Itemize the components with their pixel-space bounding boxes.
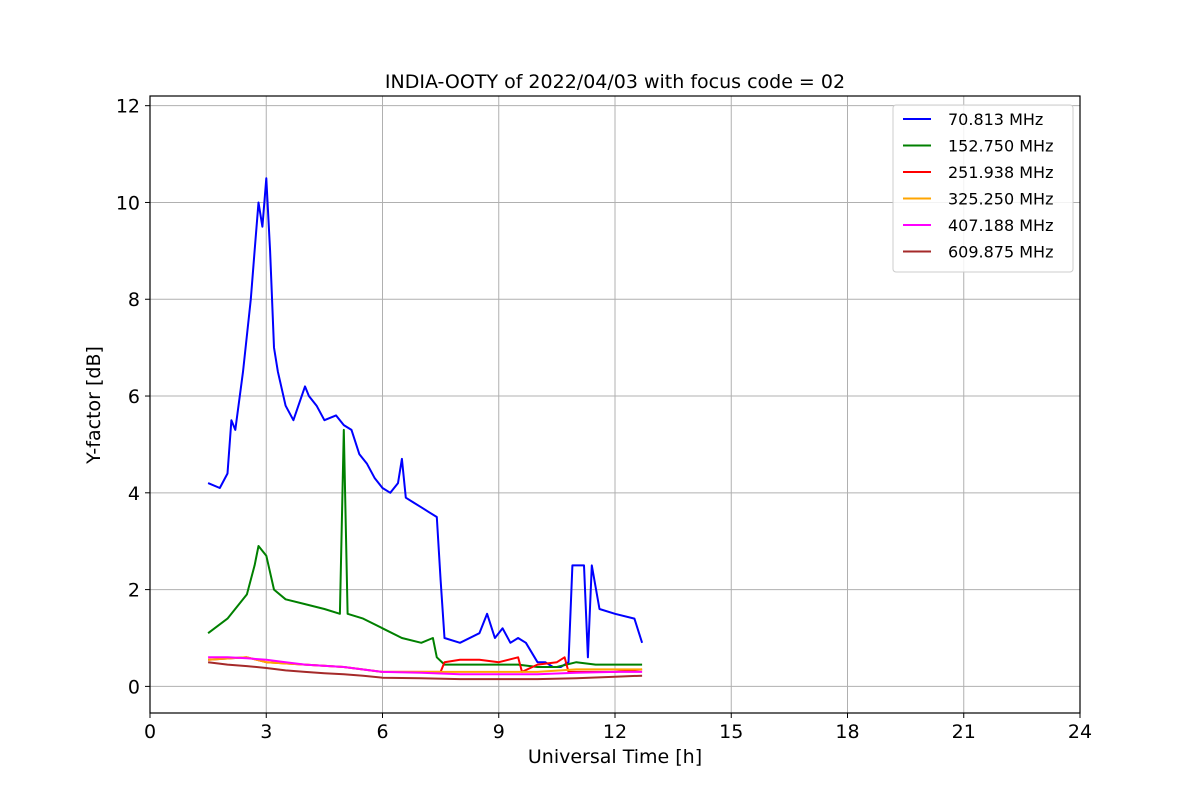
legend: 70.813 MHz 152.750 MHz 251.938 MHz 325.250 …	[892, 104, 1074, 273]
x-axis-title: Universal Time [h]	[528, 746, 702, 768]
legend-label-1: 152.750 MHz	[948, 137, 1053, 156]
series-line-5	[207, 661, 643, 681]
x-tick-label-7: 21	[952, 721, 976, 743]
y-tick-label-3: 6	[128, 386, 140, 408]
series-line-4	[208, 656, 643, 676]
x-tick-label-3: 9	[493, 721, 505, 743]
x-tick-label-0: 0	[144, 721, 156, 743]
legend-label-0: 70.813 MHz	[948, 110, 1043, 129]
series-line-1	[207, 428, 643, 668]
x-tick-label-1: 3	[260, 721, 272, 743]
x-tick-label-5: 15	[719, 721, 743, 743]
x-tick-label-6: 18	[835, 721, 859, 743]
x-tick-label-4: 12	[603, 721, 627, 743]
y-tick-label-0: 0	[128, 676, 140, 698]
y-tick-label-1: 2	[128, 580, 140, 602]
x-tick-label-8: 24	[1068, 721, 1092, 743]
plot-series	[207, 177, 644, 681]
y-tick-label-6: 12	[116, 96, 140, 118]
y-axis-title: Y-factor [dB]	[83, 346, 105, 465]
y-tick-label-4: 8	[128, 289, 140, 311]
legend-label-3: 325.250 MHz	[948, 190, 1053, 209]
y-tick-label-5: 10	[116, 192, 140, 214]
legend-label-4: 407.188 MHz	[948, 216, 1053, 235]
y-tick-label-2: 4	[128, 483, 140, 505]
x-tick-label-2: 6	[376, 721, 388, 743]
legend-label-5: 609.875 MHz	[948, 243, 1053, 262]
legend-label-2: 251.938 MHz	[948, 163, 1053, 182]
legend-box	[892, 104, 1074, 273]
chart-title: INDIA-OOTY of 2022/04/03 with focus code…	[385, 71, 845, 93]
